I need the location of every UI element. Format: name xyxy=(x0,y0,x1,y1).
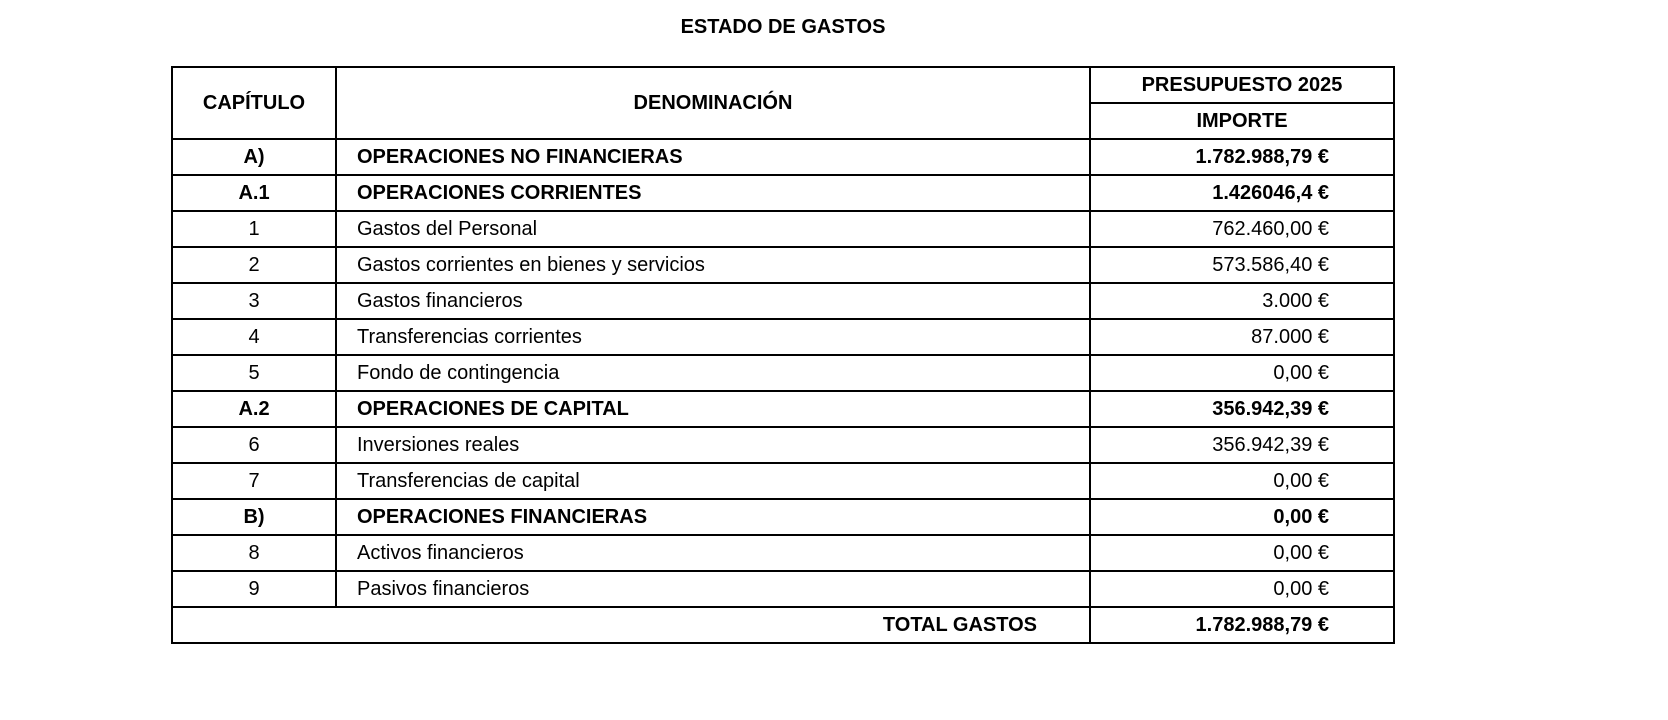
chapter-cell: 1 xyxy=(171,210,337,248)
table-row: 6 Inversiones reales 356.942,39 € xyxy=(171,426,1395,464)
amount-cell: 573.586,40 € xyxy=(1089,246,1395,284)
amount-cell: 3.000 € xyxy=(1089,282,1395,320)
total-row: TOTAL GASTOS 1.782.988,79 € xyxy=(171,606,1395,644)
chapter-cell: A) xyxy=(171,138,337,176)
chapter-cell: 3 xyxy=(171,282,337,320)
amount-cell: 0,00 € xyxy=(1089,354,1395,392)
amount-cell: 1.426046,4 € xyxy=(1089,174,1395,212)
table-row: 3 Gastos financieros 3.000 € xyxy=(171,282,1395,320)
total-label: TOTAL GASTOS xyxy=(171,606,1091,644)
page-title: ESTADO DE GASTOS xyxy=(680,16,886,38)
header-denominacion: DENOMINACIÓN xyxy=(335,66,1091,140)
denomination-cell: Inversiones reales xyxy=(335,426,1091,464)
table-row: A.1 OPERACIONES CORRIENTES 1.426046,4 € xyxy=(171,174,1395,212)
denomination-cell: OPERACIONES DE CAPITAL xyxy=(335,390,1091,428)
table-row: 5 Fondo de contingencia 0,00 € xyxy=(171,354,1395,392)
table-row: 7 Transferencias de capital 0,00 € xyxy=(171,462,1395,500)
denomination-cell: OPERACIONES NO FINANCIERAS xyxy=(335,138,1091,176)
chapter-cell: 2 xyxy=(171,246,337,284)
amount-cell: 0,00 € xyxy=(1089,570,1395,608)
denomination-cell: Activos financieros xyxy=(335,534,1091,572)
denomination-cell: Fondo de contingencia xyxy=(335,354,1091,392)
chapter-cell: 9 xyxy=(171,570,337,608)
total-amount: 1.782.988,79 € xyxy=(1089,606,1395,644)
chapter-cell: B) xyxy=(171,498,337,536)
table-row: 2 Gastos corrientes en bienes y servicios… xyxy=(171,246,1395,284)
amount-cell: 0,00 € xyxy=(1089,462,1395,500)
table-row: 4 Transferencias corrientes 87.000 € xyxy=(171,318,1395,356)
denomination-cell: OPERACIONES FINANCIERAS xyxy=(335,498,1091,536)
table-row: 1 Gastos del Personal 762.460,00 € xyxy=(171,210,1395,248)
chapter-cell: 6 xyxy=(171,426,337,464)
chapter-cell: 5 xyxy=(171,354,337,392)
table-row: B) OPERACIONES FINANCIERAS 0,00 € xyxy=(171,498,1395,536)
table-row: 9 Pasivos financieros 0,00 € xyxy=(171,570,1395,608)
amount-cell: 0,00 € xyxy=(1089,534,1395,572)
table-row: A) OPERACIONES NO FINANCIERAS 1.782.988,79… xyxy=(171,138,1395,176)
amount-cell: 356.942,39 € xyxy=(1089,390,1395,428)
amount-cell: 0,00 € xyxy=(1089,498,1395,536)
amount-cell: 87.000 € xyxy=(1089,318,1395,356)
chapter-cell: 8 xyxy=(171,534,337,572)
amount-cell: 356.942,39 € xyxy=(1089,426,1395,464)
amount-cell: 762.460,00 € xyxy=(1089,210,1395,248)
header-presupuesto: PRESUPUESTO 2025 xyxy=(1089,66,1395,104)
header-capitulo: CAPÍTULO xyxy=(171,66,337,140)
chapter-cell: 4 xyxy=(171,318,337,356)
denomination-cell: Transferencias de capital xyxy=(335,462,1091,500)
chapter-cell: A.2 xyxy=(171,390,337,428)
denomination-cell: Gastos del Personal xyxy=(335,210,1091,248)
expenses-table: CAPÍTULO DENOMINACIÓN PRESUPUESTO 2025 I… xyxy=(171,66,1395,644)
chapter-cell: A.1 xyxy=(171,174,337,212)
chapter-cell: 7 xyxy=(171,462,337,500)
table-body: A) OPERACIONES NO FINANCIERAS 1.782.988,79… xyxy=(171,138,1395,608)
denomination-cell: Gastos financieros xyxy=(335,282,1091,320)
denomination-cell: Gastos corrientes en bienes y servicios xyxy=(335,246,1091,284)
denomination-cell: OPERACIONES CORRIENTES xyxy=(335,174,1091,212)
table-row: A.2 OPERACIONES DE CAPITAL 356.942,39 € xyxy=(171,390,1395,428)
denomination-cell: Pasivos financieros xyxy=(335,570,1091,608)
denomination-cell: Transferencias corrientes xyxy=(335,318,1091,356)
amount-cell: 1.782.988,79 € xyxy=(1089,138,1395,176)
table-row: 8 Activos financieros 0,00 € xyxy=(171,534,1395,572)
header-importe: IMPORTE xyxy=(1089,102,1395,140)
